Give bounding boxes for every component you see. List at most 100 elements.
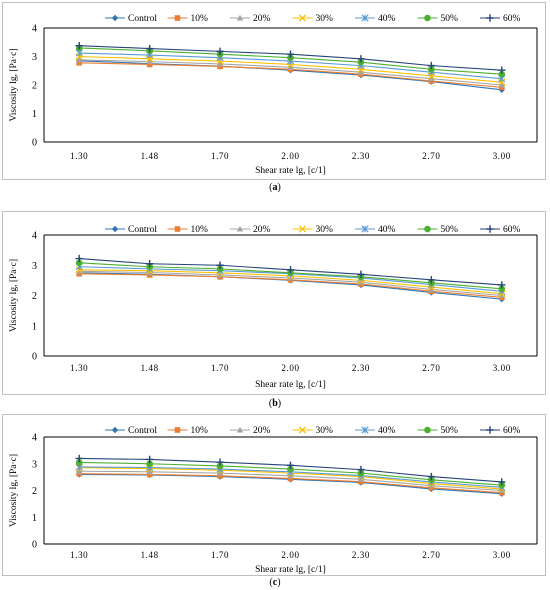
x-tick-label: 1.48 [141, 151, 159, 161]
x-axis-label: Shear rate lg, [c/1] [255, 565, 326, 575]
legend-label: 10% [191, 426, 209, 436]
legend-entry-50pct: 50% [417, 426, 458, 436]
x-tick-label: 2.30 [352, 550, 370, 560]
legend-label: 40% [378, 426, 396, 436]
x-tick-label: 1.48 [141, 550, 159, 560]
data-point-60pct [357, 55, 365, 63]
data-point-60pct [75, 254, 83, 263]
legend-label: 60% [503, 426, 521, 436]
data-point-20pct [216, 271, 224, 278]
data-point-60pct [286, 50, 295, 58]
legend-marker [424, 225, 431, 233]
x-tick-label: 2.70 [422, 363, 440, 373]
series-60pct-c [75, 454, 506, 486]
data-point-50pct [498, 70, 506, 78]
x-tick-label: 3.00 [493, 151, 511, 161]
x-tick-label: 1.30 [70, 363, 88, 373]
data-point-60pct [145, 260, 154, 268]
y-tick-label: 1 [32, 513, 37, 524]
data-point-60pct [145, 44, 154, 53]
chart-panel-a: 0 1 2 3 4 1.30 1.48 1.70 2.00 2.30 2.70 3.00 Shear r… [0, 0, 550, 196]
legend-marker [174, 226, 181, 232]
legend-entry-40pct: 40% [355, 225, 396, 235]
legend-marker [298, 225, 307, 233]
data-point-20pct [428, 482, 435, 489]
y-tick-label: 0 [32, 138, 37, 149]
legend-label: 30% [316, 14, 334, 24]
data-point-30pct [286, 60, 295, 69]
legend-label: 40% [378, 14, 396, 24]
y-tick-label: 2 [32, 81, 37, 92]
legend-marker [174, 15, 181, 21]
chart-frame-a [2, 2, 546, 180]
legend-label: 60% [503, 14, 521, 24]
data-point-20pct [76, 56, 83, 63]
legend-marker [486, 426, 494, 434]
x-tick-label: 2.00 [281, 550, 299, 560]
data-point-10pct [76, 59, 83, 66]
x-tick-label: 2.00 [281, 151, 299, 161]
legend-entry-10pct: 10% [167, 225, 208, 235]
y-tick-label: 0 [32, 540, 37, 551]
y-tick-label: 1 [32, 321, 37, 332]
data-point-10pct [146, 471, 153, 478]
y-tick-label: 2 [32, 291, 37, 302]
data-point-20pct [216, 60, 224, 67]
y-axis-label: Viscosity lg, [Pa·c] [9, 454, 19, 527]
legend-label: Control [128, 426, 157, 436]
legend-marker [111, 225, 119, 233]
legend-label: 50% [441, 14, 459, 24]
legend-label: 30% [316, 426, 334, 436]
x-tick-label: 2.70 [422, 151, 440, 161]
legend-entry-60pct: 60% [480, 426, 521, 436]
chart-frame-c [2, 414, 546, 576]
data-point-20pct [498, 292, 505, 299]
x-tick-label: 3.00 [493, 363, 511, 373]
data-point-20pct [287, 472, 294, 479]
line-chart-a: 0 1 2 3 4 1.30 1.48 1.70 2.00 2.30 2.70 3.00 Shear r… [9, 14, 538, 176]
x-tick-label: 2.30 [352, 151, 370, 161]
x-tick-label: 1.30 [70, 550, 88, 560]
series-60pct-a [75, 41, 506, 74]
legend-label: 30% [316, 225, 334, 235]
data-point-20pct [146, 468, 153, 475]
y-tick-label: 4 [32, 24, 37, 35]
data-point-30pct [498, 78, 506, 86]
series-60pct-b [75, 254, 506, 289]
data-point-20pct [287, 64, 294, 70]
data-point-60pct [427, 472, 436, 481]
legend-entry-30pct: 30% [292, 426, 334, 436]
data-point-20pct [357, 476, 365, 482]
data-point-20pct [287, 274, 294, 281]
legend-marker [424, 14, 431, 22]
data-point-50pct [216, 462, 224, 470]
legend-entry-50pct: 50% [417, 14, 459, 24]
legend-entry-40pct: 40% [355, 426, 396, 436]
y-axis-label: Viscosity lg, [Pa·c] [9, 48, 19, 121]
legend-entry-control: Control [105, 426, 157, 436]
x-axis-label: Shear rate lg, [c/1] [255, 166, 326, 176]
legend-label: 20% [253, 225, 271, 235]
legend-entry-40pct: 40% [355, 14, 396, 24]
legend-marker [236, 225, 244, 232]
legend-entry-50pct: 50% [417, 225, 458, 235]
data-point-60pct [498, 66, 506, 74]
legend-entry-control: Control [105, 14, 157, 24]
legend-marker [111, 426, 119, 434]
x-tick-label: 1.48 [141, 363, 159, 373]
x-tick-label: 1.70 [211, 550, 229, 560]
legend-marker [174, 427, 181, 433]
legend-entry-30pct: 30% [292, 14, 334, 24]
chart-panel-c: 0 1 2 3 4 1.30 1.48 1.70 2.00 2.30 2.70 3.00 Shear r… [0, 410, 550, 590]
data-point-30pct [216, 57, 224, 65]
y-tick-label: 4 [32, 231, 37, 242]
legend-entry-20pct: 20% [230, 426, 271, 436]
y-tick-label: 4 [32, 433, 37, 444]
data-point-60pct [498, 281, 506, 289]
legend-marker [486, 14, 494, 22]
data-point-60pct [357, 270, 365, 279]
legend-label: 40% [378, 225, 396, 235]
data-point-20pct [498, 81, 505, 88]
legend-entry-10pct: 10% [167, 14, 208, 24]
y-tick-label: 3 [32, 459, 37, 470]
